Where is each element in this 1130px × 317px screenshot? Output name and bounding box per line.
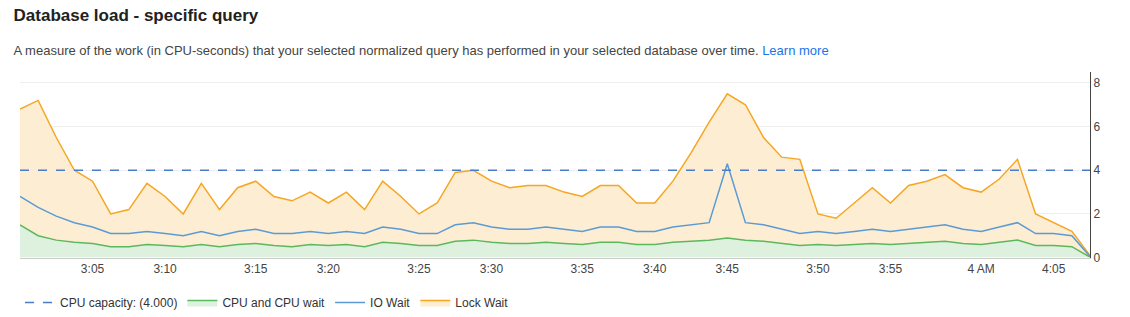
svg-text:4:05: 4:05 (1042, 262, 1066, 276)
svg-text:CPU and CPU wait: CPU and CPU wait (222, 296, 325, 310)
svg-text:CPU capacity: (4.000): CPU capacity: (4.000) (60, 296, 177, 310)
svg-text:0: 0 (1093, 251, 1100, 265)
svg-text:Lock Wait: Lock Wait (455, 296, 508, 310)
svg-text:3:25: 3:25 (407, 262, 431, 276)
svg-text:3:35: 3:35 (571, 262, 595, 276)
svg-text:A measure of the work (in CPU-: A measure of the work (in CPU-seconds) t… (14, 43, 829, 58)
svg-text:4 AM: 4 AM (968, 262, 995, 276)
svg-text:6: 6 (1093, 120, 1100, 134)
svg-text:8: 8 (1093, 76, 1100, 90)
svg-text:Database load - specific query: Database load - specific query (14, 6, 259, 25)
svg-text:3:15: 3:15 (244, 262, 268, 276)
svg-text:3:45: 3:45 (716, 262, 740, 276)
svg-text:3:50: 3:50 (806, 262, 830, 276)
svg-text:2: 2 (1093, 207, 1100, 221)
svg-text:3:05: 3:05 (81, 262, 105, 276)
svg-text:3:10: 3:10 (153, 262, 177, 276)
svg-text:3:20: 3:20 (317, 262, 341, 276)
svg-text:IO Wait: IO Wait (370, 296, 410, 310)
svg-text:4: 4 (1093, 163, 1100, 177)
svg-text:3:55: 3:55 (879, 262, 903, 276)
svg-text:3:40: 3:40 (643, 262, 667, 276)
svg-text:3:30: 3:30 (480, 262, 504, 276)
